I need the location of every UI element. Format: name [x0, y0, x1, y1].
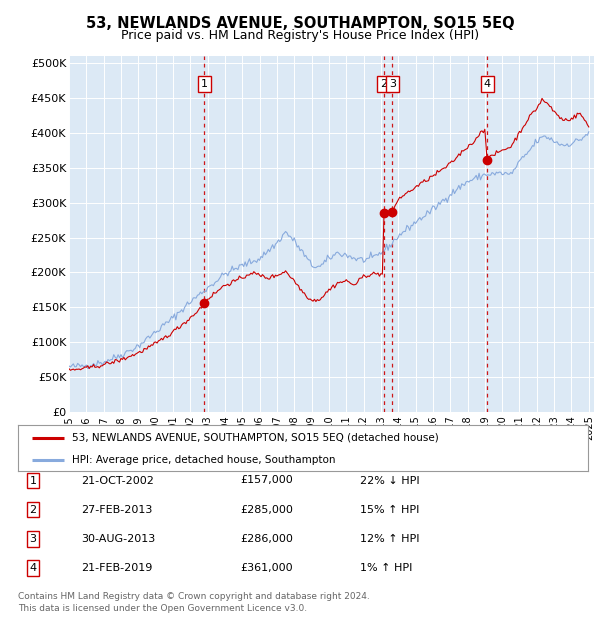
Text: £157,000: £157,000: [240, 476, 293, 485]
Text: £361,000: £361,000: [240, 563, 293, 573]
Text: Contains HM Land Registry data © Crown copyright and database right 2024.
This d: Contains HM Land Registry data © Crown c…: [18, 591, 370, 613]
Text: 22% ↓ HPI: 22% ↓ HPI: [360, 476, 419, 485]
Text: 21-FEB-2019: 21-FEB-2019: [81, 563, 152, 573]
Text: 1: 1: [29, 476, 37, 485]
Text: 27-FEB-2013: 27-FEB-2013: [81, 505, 152, 515]
Text: 2: 2: [29, 505, 37, 515]
Text: 4: 4: [29, 563, 37, 573]
Text: HPI: Average price, detached house, Southampton: HPI: Average price, detached house, Sout…: [72, 454, 335, 464]
Text: 1: 1: [201, 79, 208, 89]
Text: 1% ↑ HPI: 1% ↑ HPI: [360, 563, 412, 573]
Text: 3: 3: [389, 79, 396, 89]
Text: 15% ↑ HPI: 15% ↑ HPI: [360, 505, 419, 515]
Text: £286,000: £286,000: [240, 534, 293, 544]
Text: 21-OCT-2002: 21-OCT-2002: [81, 476, 154, 485]
Text: £285,000: £285,000: [240, 505, 293, 515]
Text: 53, NEWLANDS AVENUE, SOUTHAMPTON, SO15 5EQ: 53, NEWLANDS AVENUE, SOUTHAMPTON, SO15 5…: [86, 16, 514, 30]
Text: 30-AUG-2013: 30-AUG-2013: [81, 534, 155, 544]
Text: 53, NEWLANDS AVENUE, SOUTHAMPTON, SO15 5EQ (detached house): 53, NEWLANDS AVENUE, SOUTHAMPTON, SO15 5…: [72, 433, 439, 443]
Text: Price paid vs. HM Land Registry's House Price Index (HPI): Price paid vs. HM Land Registry's House …: [121, 29, 479, 42]
Text: 4: 4: [484, 79, 491, 89]
Text: 2: 2: [380, 79, 387, 89]
Text: 12% ↑ HPI: 12% ↑ HPI: [360, 534, 419, 544]
Text: 3: 3: [29, 534, 37, 544]
